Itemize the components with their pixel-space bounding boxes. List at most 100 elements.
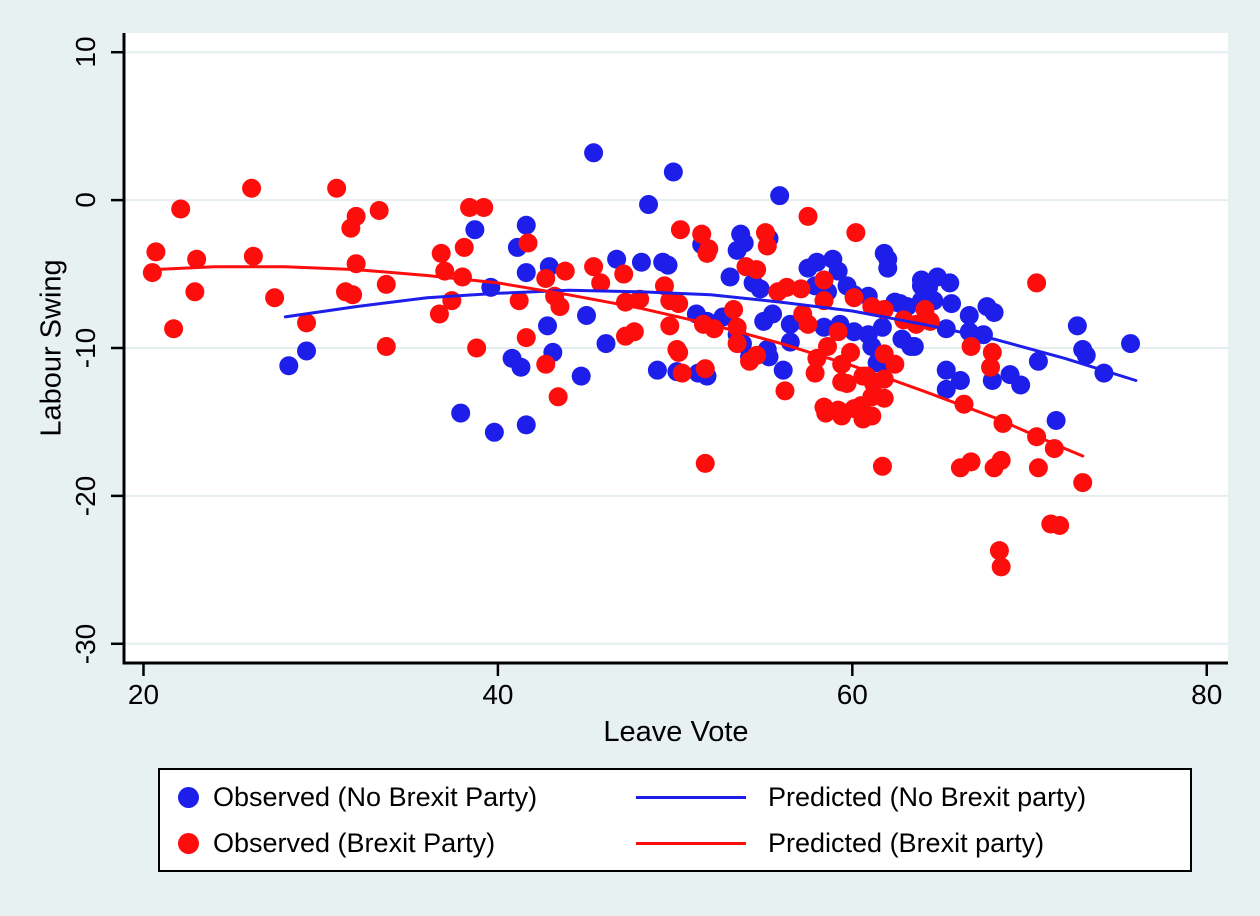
legend-marker-observed-no-brexit-dot-icon <box>178 786 199 808</box>
scatter-point <box>936 360 956 380</box>
scatter-point <box>555 261 575 281</box>
scatter-point <box>669 294 689 314</box>
scatter-point <box>185 282 205 302</box>
scatter-point <box>844 322 864 342</box>
scatter-point <box>452 267 472 287</box>
y-tick-label: -30 <box>70 623 101 664</box>
scatter-point <box>279 356 299 376</box>
scatter-point <box>991 557 1011 577</box>
scatter-point <box>1011 375 1031 395</box>
scatter-point <box>892 329 912 349</box>
scatter-point <box>536 268 556 288</box>
scatter-point <box>814 270 834 290</box>
scatter-point <box>243 246 263 266</box>
scatter-point <box>663 162 683 182</box>
scatter-point <box>647 360 667 380</box>
scatter-point <box>885 354 905 374</box>
scatter-point <box>607 249 627 269</box>
legend-label-predicted-no-brexit: Predicted (No Brexit party) <box>768 781 1087 812</box>
legend-label-observed-no-brexit: Observed (No Brexit Party) <box>213 781 538 812</box>
scatter-point <box>548 387 568 407</box>
scatter-point <box>1073 473 1093 493</box>
scatter-point <box>171 199 191 219</box>
legend: Observed (No Brexit Party) Predicted (No… <box>158 768 1192 872</box>
scatter-point <box>142 263 162 283</box>
scatter-point <box>874 300 894 320</box>
scatter-point <box>770 186 790 206</box>
scatter-point <box>146 242 166 262</box>
scatter-point <box>369 200 389 220</box>
scatter-point <box>798 314 818 334</box>
scatter-point <box>518 233 538 253</box>
scatter-point <box>614 264 634 284</box>
scatter-point <box>376 274 396 294</box>
scatter-point <box>341 218 361 238</box>
scatter-point <box>872 317 892 337</box>
scatter-point <box>981 357 1001 377</box>
scatter-point <box>451 403 471 423</box>
scatter-point <box>639 195 659 215</box>
scatter-point <box>959 305 979 325</box>
scatter-point <box>669 342 689 362</box>
scatter-point <box>516 328 536 348</box>
axis-line <box>122 33 1228 665</box>
scatter-point <box>511 357 531 377</box>
y-axis-title: Labour Swing <box>35 259 68 437</box>
scatter-point <box>720 267 740 287</box>
scatter-point <box>961 452 981 472</box>
scatter-point <box>747 345 767 365</box>
scatter-point <box>187 249 207 269</box>
scatter-point <box>670 220 690 240</box>
scatter-point <box>763 304 783 324</box>
scatter-point <box>818 337 838 357</box>
scatter-point <box>805 363 825 383</box>
scatter-point <box>697 243 717 263</box>
scatter-point <box>950 371 970 391</box>
scatter-point <box>571 366 591 386</box>
scatter-point <box>297 313 317 333</box>
x-tick-label: 20 <box>127 679 160 710</box>
scatter-point <box>1028 351 1048 371</box>
scatter-point <box>242 178 262 198</box>
scatter-point <box>265 288 285 308</box>
scatter-point <box>911 276 931 296</box>
scatter-point <box>484 422 504 442</box>
predicted-line <box>150 265 1085 458</box>
scatter-point <box>536 354 556 374</box>
scatter-point <box>734 233 754 253</box>
scatter-point <box>454 237 474 257</box>
scatter-point <box>630 289 650 309</box>
scatter-point <box>798 206 818 226</box>
scatter-point <box>837 373 857 393</box>
scatter-point <box>596 334 616 354</box>
scatter-point <box>516 263 536 283</box>
scatter-point <box>474 198 494 218</box>
scatter-point <box>942 294 962 314</box>
scatter-point <box>1028 458 1048 478</box>
x-tick-label: 80 <box>1191 679 1223 710</box>
legend-row: Observed (Brexit Party) Predicted (Brexi… <box>160 820 1190 866</box>
scatter-point <box>516 415 536 435</box>
scatter-point <box>959 322 979 342</box>
scatter-point <box>1067 316 1087 336</box>
scatter-point <box>747 260 767 280</box>
y-tick-label: 10 <box>70 36 101 68</box>
scatter-point <box>654 276 674 296</box>
scatter-point <box>1046 410 1066 430</box>
scatter-point <box>773 360 793 380</box>
scatter-point <box>727 334 747 354</box>
legend-label-observed-brexit: Observed (Brexit Party) <box>213 827 496 858</box>
scatter-point <box>584 143 604 163</box>
scatter-point <box>989 541 1009 561</box>
scatter-point <box>872 456 892 476</box>
scatter-point <box>431 243 451 263</box>
scatter-point <box>297 341 317 361</box>
scatter-point <box>1027 273 1047 293</box>
scatter-point <box>862 406 882 426</box>
scatter-point <box>750 279 770 299</box>
legend-row: Observed (No Brexit Party) Predicted (No… <box>160 774 1190 820</box>
scatter-point <box>961 337 981 357</box>
scatter-point <box>631 252 651 272</box>
scatter-point <box>550 297 570 317</box>
scatter-point <box>660 316 680 336</box>
